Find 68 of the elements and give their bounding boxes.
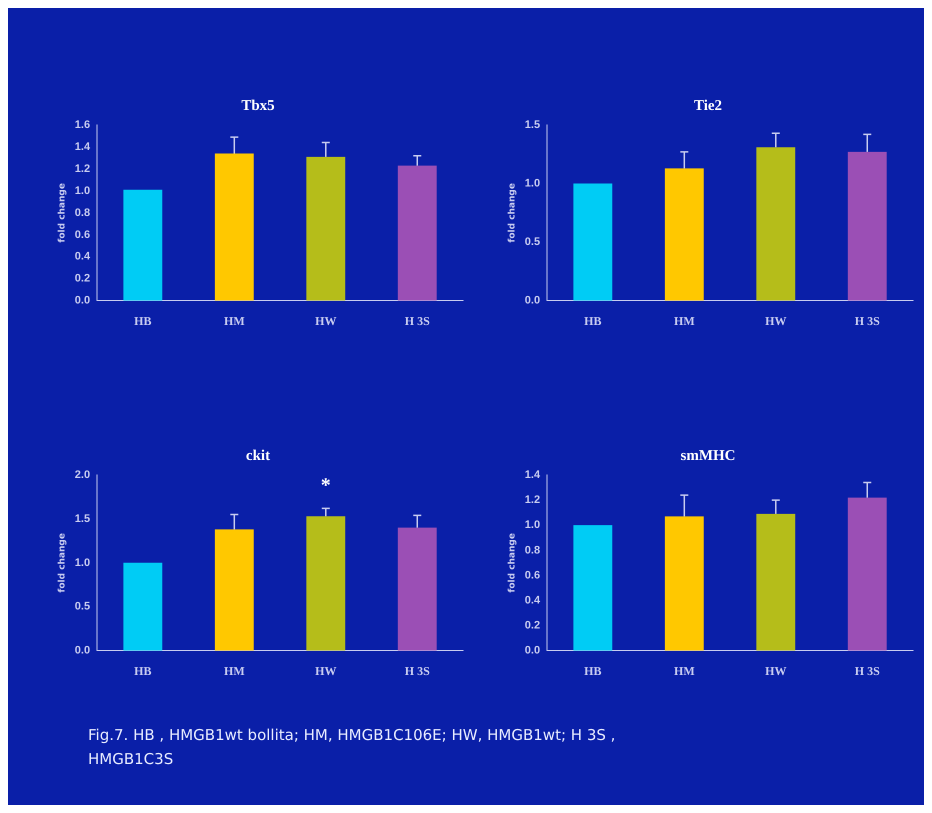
y-tick-label: 0.0	[74, 294, 90, 307]
y-tick-label: 0.2	[74, 272, 90, 285]
y-tick-label: 0.5	[524, 236, 540, 248]
caption: Fig.7. HB , HMGB1wt bollita; HM, HMGB1C106E; HW, HMGB1wt; H 3S , HMGB1C3S	[88, 725, 616, 770]
y-tick-label: 0.6	[74, 228, 90, 241]
y-tick-label: 1.6	[74, 119, 90, 132]
y-tick-label: 0.8	[524, 544, 540, 556]
bar	[664, 168, 704, 301]
x-tick-label: HB	[134, 664, 152, 678]
y-tick-label: 2.0	[74, 469, 90, 482]
bar	[398, 528, 437, 651]
y-tick-label: 0.0	[74, 644, 90, 657]
y-tick-label: 1.5	[524, 119, 540, 132]
bar	[306, 156, 346, 301]
bar	[756, 147, 796, 301]
annotation: *	[320, 474, 331, 497]
x-tick-label: HB	[584, 314, 602, 328]
y-tick-label: 0.4	[74, 250, 91, 263]
x-tick-label: HW	[315, 664, 336, 678]
x-tick-label: H 3S	[404, 664, 430, 678]
y-tick-label: 1.2	[524, 494, 540, 506]
bar	[848, 498, 887, 651]
x-tick-label: HW	[315, 314, 336, 328]
y-tick-label: 1.4	[524, 469, 541, 482]
bar	[756, 514, 796, 651]
x-tick-label: HW	[765, 664, 786, 678]
chart-title: ckit	[246, 448, 270, 464]
bar	[848, 152, 887, 301]
y-tick-label: 0.2	[524, 620, 540, 632]
x-tick-label: H 3S	[854, 314, 880, 328]
bar	[214, 154, 254, 301]
y-axis-title: fold change	[508, 183, 518, 243]
x-tick-label: H 3S	[404, 314, 430, 328]
bar	[573, 184, 612, 301]
y-axis-title: fold change	[508, 533, 518, 593]
x-tick-label: H 3S	[854, 664, 880, 678]
bar	[123, 562, 162, 651]
chart-title: Tie2	[694, 98, 722, 114]
y-tick-label: 1.2	[74, 162, 90, 175]
y-tick-label: 1.4	[74, 140, 91, 153]
y-tick-label: 0.0	[524, 294, 540, 307]
bar	[123, 190, 162, 301]
y-tick-label: 1.5	[74, 512, 90, 525]
y-tick-label: 0.6	[524, 569, 540, 582]
y-tick-label: 1.0	[524, 178, 540, 190]
bar	[664, 516, 704, 651]
x-tick-label: HM	[674, 664, 695, 678]
y-axis-title: fold change	[58, 183, 68, 243]
y-tick-label: 1.0	[74, 556, 90, 569]
x-tick-label: HM	[224, 314, 245, 328]
chart-title: smMHC	[680, 448, 736, 464]
x-tick-label: HM	[224, 664, 245, 678]
y-tick-label: 0.4	[524, 594, 541, 606]
x-tick-label: HM	[674, 314, 695, 328]
x-tick-label: HB	[134, 314, 152, 328]
y-tick-label: 1.0	[74, 184, 90, 197]
bar	[214, 529, 254, 651]
y-tick-label: 0.8	[74, 206, 90, 219]
bar	[398, 166, 437, 301]
bar	[306, 516, 346, 651]
x-tick-label: HW	[765, 314, 786, 328]
x-tick-label: HB	[584, 664, 602, 678]
y-tick-label: 1.0	[524, 519, 540, 532]
chart-title: Tbx5	[241, 98, 275, 114]
y-axis-title: fold change	[58, 533, 68, 593]
bar	[573, 525, 612, 651]
y-tick-label: 0.0	[524, 644, 540, 657]
y-tick-label: 0.5	[74, 600, 90, 613]
